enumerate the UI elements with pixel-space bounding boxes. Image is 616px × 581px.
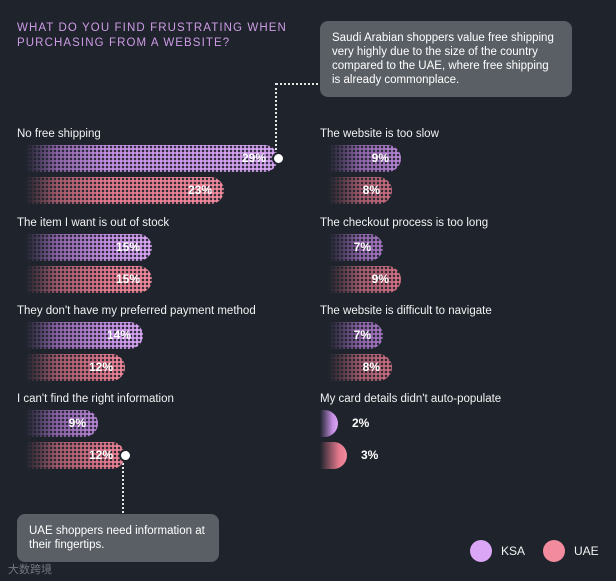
bar-ksa: 2% — [320, 410, 378, 437]
bar-fill-ksa — [320, 410, 338, 437]
bar-uae: 12% — [17, 354, 165, 381]
value-label-uae: 9% — [371, 272, 389, 286]
bar-uae: 8% — [320, 177, 432, 204]
category-label: No free shipping — [17, 128, 101, 140]
bar-uae: 23% — [17, 177, 264, 204]
bar-ksa: 7% — [320, 322, 423, 349]
callout-connector-uae-vertical — [122, 458, 124, 513]
callout-anchor-ksa — [271, 152, 285, 165]
legend-uae: UAE — [543, 540, 599, 562]
value-label-ksa: 14% — [106, 328, 131, 342]
callout-connector-ksa-horizontal — [276, 83, 318, 85]
value-label-ksa: 7% — [353, 328, 371, 342]
value-label-ksa: 9% — [68, 416, 86, 430]
bar-ksa: 29% — [17, 145, 318, 172]
value-label-uae: 8% — [362, 183, 380, 197]
bar-fill-uae — [17, 266, 152, 293]
bar-ksa: 14% — [17, 322, 183, 349]
bar-uae: 3% — [320, 442, 387, 469]
legend-label-ksa: KSA — [501, 544, 526, 558]
value-label-ksa: 7% — [353, 240, 371, 254]
callout-connector-ksa-vertical — [275, 83, 277, 158]
legend-label-uae: UAE — [574, 544, 599, 558]
callout-anchor-uae — [118, 449, 132, 462]
category-label: The website is difficult to navigate — [320, 305, 492, 317]
legend-swatch-uae — [543, 540, 565, 562]
callout-ksa: Saudi Arabian shoppers value free shippi… — [320, 21, 572, 97]
bar-uae: 15% — [17, 266, 192, 293]
value-label-ksa: 15% — [115, 240, 140, 254]
bar-ksa: 9% — [17, 410, 138, 437]
legend-ksa: KSA — [470, 540, 525, 562]
value-label-uae: 12% — [88, 448, 113, 462]
bar-fill-ksa — [320, 322, 383, 349]
value-label-ksa: 29% — [241, 151, 266, 165]
watermark: 大数跨境 — [8, 564, 52, 576]
bar-fill-ksa — [17, 410, 98, 437]
bar-fill-uae — [17, 354, 125, 381]
category-label: I can't find the right information — [17, 393, 174, 405]
bar-fill-uae — [320, 442, 347, 469]
bar-fill-ksa — [17, 322, 143, 349]
bar-ksa: 7% — [320, 234, 423, 261]
legend-swatch-ksa — [470, 540, 492, 562]
bar-fill-ksa — [320, 234, 383, 261]
category-label: The item I want is out of stock — [17, 217, 170, 229]
bar-fill-ksa — [320, 145, 401, 172]
category-label: My card details didn't auto-populate — [320, 393, 502, 405]
bar-fill-ksa — [17, 234, 152, 261]
value-label-uae: 8% — [362, 360, 380, 374]
value-label-ksa: 2% — [352, 416, 370, 430]
category-label: The website is too slow — [320, 128, 439, 140]
bar-fill-uae — [320, 266, 401, 293]
chart-title: WHAT DO YOU FIND FRUSTRATING WHEN PURCHA… — [17, 22, 287, 49]
value-label-uae: 15% — [115, 272, 140, 286]
category-label: The checkout process is too long — [320, 217, 489, 229]
bar-fill-ksa — [17, 145, 278, 172]
value-label-uae: 12% — [88, 360, 113, 374]
bar-uae: 9% — [320, 266, 441, 293]
category-label: They don't have my preferred payment met… — [17, 305, 256, 317]
bar-fill-uae — [320, 354, 392, 381]
bar-fill-uae — [320, 177, 392, 204]
bar-ksa: 15% — [17, 234, 192, 261]
bar-fill-uae — [17, 442, 125, 469]
value-label-uae: 3% — [361, 448, 379, 462]
bar-fill-uae — [17, 177, 224, 204]
value-label-uae: 23% — [187, 183, 212, 197]
bar-uae: 8% — [320, 354, 432, 381]
bar-uae: 12% — [17, 442, 165, 469]
value-label-ksa: 9% — [371, 151, 389, 165]
callout-uae: UAE shoppers need information at their f… — [17, 514, 219, 562]
bar-ksa: 9% — [320, 145, 441, 172]
